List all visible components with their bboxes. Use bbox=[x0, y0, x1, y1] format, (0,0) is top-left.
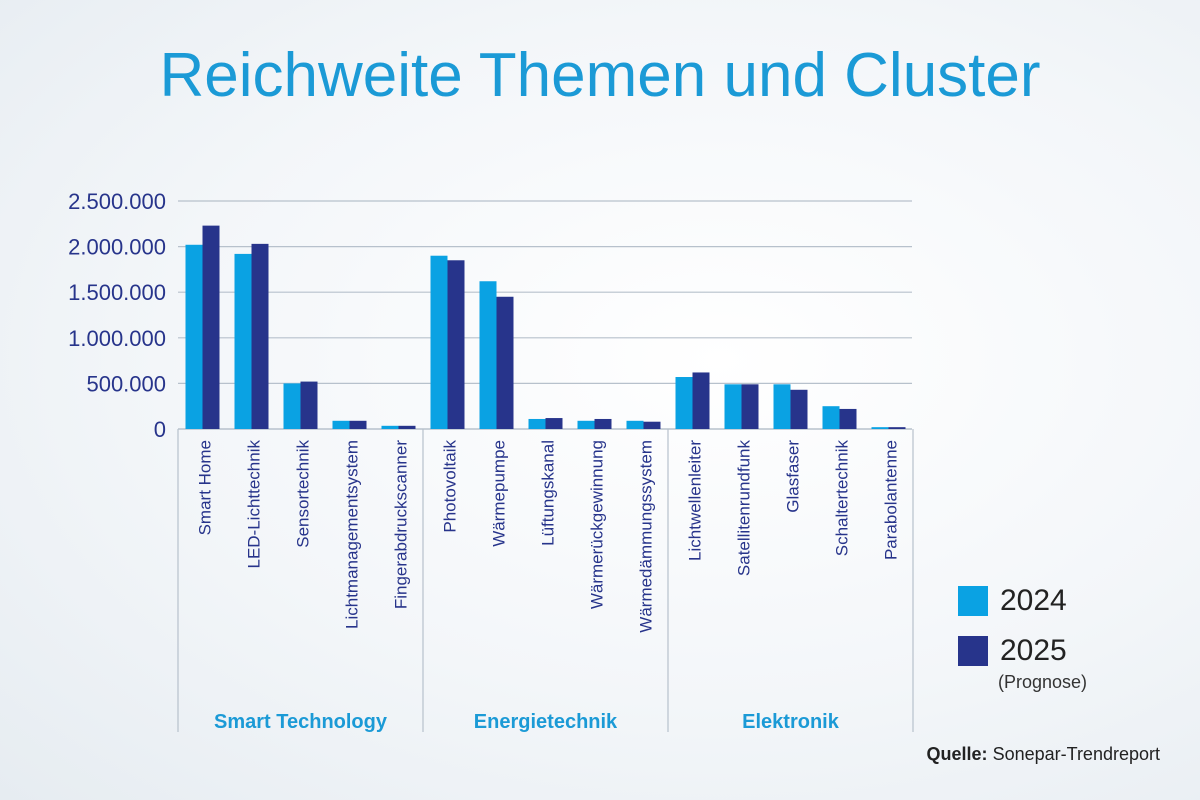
bar-2025 bbox=[790, 389, 808, 429]
x-tick-label: Lüftungskanal bbox=[539, 440, 558, 546]
y-tick-label: 0 bbox=[154, 417, 166, 442]
legend-label-2025: 2025 bbox=[1000, 634, 1067, 667]
bar-2024 bbox=[724, 384, 742, 429]
legend-swatch-2024 bbox=[958, 586, 988, 616]
bar-2025 bbox=[643, 421, 661, 429]
x-tick-label: LED-Lichttechnik bbox=[245, 440, 264, 569]
bar-2025 bbox=[545, 418, 563, 429]
bar-2024 bbox=[234, 253, 252, 429]
bar-2024 bbox=[871, 427, 889, 429]
bar-2025 bbox=[398, 425, 416, 429]
x-tick-label: Wärmerückgewinnung bbox=[588, 440, 607, 609]
x-tick-label: Wärmedämmungssystem bbox=[637, 440, 656, 633]
x-tick-label: Smart Home bbox=[196, 440, 215, 535]
x-tick-label: Satellitenrundfunk bbox=[735, 440, 754, 577]
y-tick-label: 1.500.000 bbox=[68, 280, 166, 305]
x-tick-label: Parabolantenne bbox=[882, 440, 901, 560]
bar-2025 bbox=[839, 408, 857, 429]
bar-2024 bbox=[479, 281, 497, 429]
y-tick-label: 2.000.000 bbox=[68, 235, 166, 260]
bar-2024 bbox=[283, 383, 301, 429]
source-label: Quelle: bbox=[926, 744, 988, 764]
bar-2025 bbox=[349, 420, 367, 429]
x-tick-label: Wärmepumpe bbox=[490, 440, 509, 547]
bar-2025 bbox=[300, 381, 318, 429]
bar-2025 bbox=[496, 296, 514, 429]
y-tick-label: 1.000.000 bbox=[68, 326, 166, 351]
x-tick-label: Lichtwellenleiter bbox=[686, 440, 705, 561]
group-label: Smart Technology bbox=[214, 711, 388, 733]
bar-2024 bbox=[185, 244, 203, 429]
bar-2024 bbox=[577, 420, 595, 429]
bar-2024 bbox=[332, 420, 350, 429]
bar-2024 bbox=[822, 406, 840, 429]
bar-2024 bbox=[430, 255, 448, 429]
bar-2024 bbox=[773, 384, 791, 429]
source-credit: Quelle: Sonepar-Trendreport bbox=[927, 744, 1160, 765]
legend-label-2024: 2024 bbox=[1000, 584, 1067, 617]
source-text: Sonepar-Trendreport bbox=[992, 744, 1160, 764]
bar-2024 bbox=[675, 377, 693, 429]
y-tick-label: 500.000 bbox=[86, 371, 166, 396]
bar-2025 bbox=[251, 243, 269, 429]
bar-2025 bbox=[447, 260, 465, 429]
bar-2024 bbox=[381, 425, 399, 429]
group-label: Energietechnik bbox=[474, 711, 618, 733]
bar-2025 bbox=[741, 384, 759, 429]
x-tick-label: Fingerabdruckscanner bbox=[392, 440, 411, 609]
bar-2025 bbox=[594, 418, 612, 429]
bar-2025 bbox=[692, 372, 710, 429]
bar-2025 bbox=[202, 225, 220, 429]
legend-note-prognose: (Prognose) bbox=[998, 672, 1088, 692]
x-tick-label: Schaltertechnik bbox=[833, 440, 852, 557]
bar-2024 bbox=[626, 420, 644, 429]
x-tick-label: Photovoltaik bbox=[441, 440, 460, 533]
legend-swatch-2025 bbox=[958, 636, 988, 666]
bar-2025 bbox=[888, 427, 906, 429]
chart-title: Reichweite Themen und Cluster bbox=[159, 41, 1041, 110]
x-tick-label: Sensortechnik bbox=[294, 440, 313, 548]
bar-2024 bbox=[528, 418, 546, 429]
y-tick-label: 2.500.000 bbox=[68, 189, 166, 214]
x-tick-label: Glasfaser bbox=[784, 440, 803, 513]
group-label: Elektronik bbox=[742, 711, 840, 733]
x-tick-label: Lichtmanagementsystem bbox=[343, 440, 362, 629]
